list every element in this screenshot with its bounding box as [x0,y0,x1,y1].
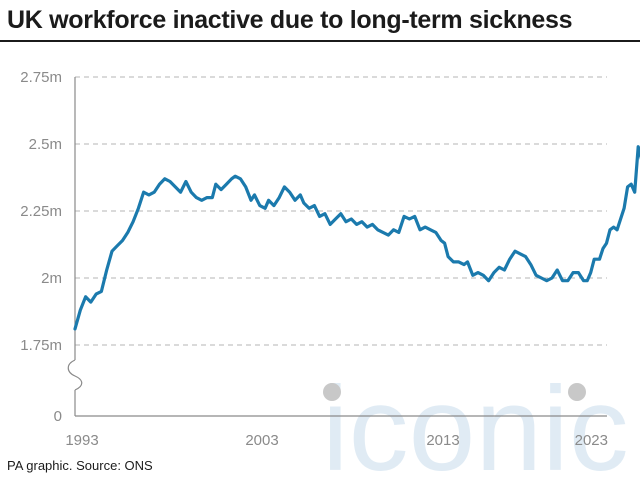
y-tick-label: 1.75m [20,337,62,354]
y-tick-label: 2.75m [20,69,62,86]
axes [67,77,607,417]
watermark-dot [323,383,341,401]
watermark-text: iconic [322,362,629,481]
x-tick-labels: 1993 2003 2013 2023 [65,432,608,449]
source-note: PA graphic. Source: ONS [7,458,153,473]
y-tick-labels: 0 1.75m 2m 2.25m 2.5m 2.75m [20,69,62,425]
x-tick-label: 2023 [575,432,608,449]
title-rule [0,40,640,42]
watermark-dot [568,383,586,401]
y-tick-label: 2m [41,270,62,287]
chart-title: UK workforce inactive due to long-term s… [7,6,573,34]
y-axis-break [67,359,83,391]
x-tick-label: 2003 [245,432,278,449]
gridlines [75,76,607,346]
series-line [73,145,640,331]
x-tick-label: 2013 [426,432,459,449]
y-tick-label: 0 [54,408,62,425]
y-tick-label: 2.25m [20,203,62,220]
y-tick-label: 2.5m [29,136,62,153]
watermark: iconic [322,362,629,481]
x-tick-label: 1993 [65,432,98,449]
